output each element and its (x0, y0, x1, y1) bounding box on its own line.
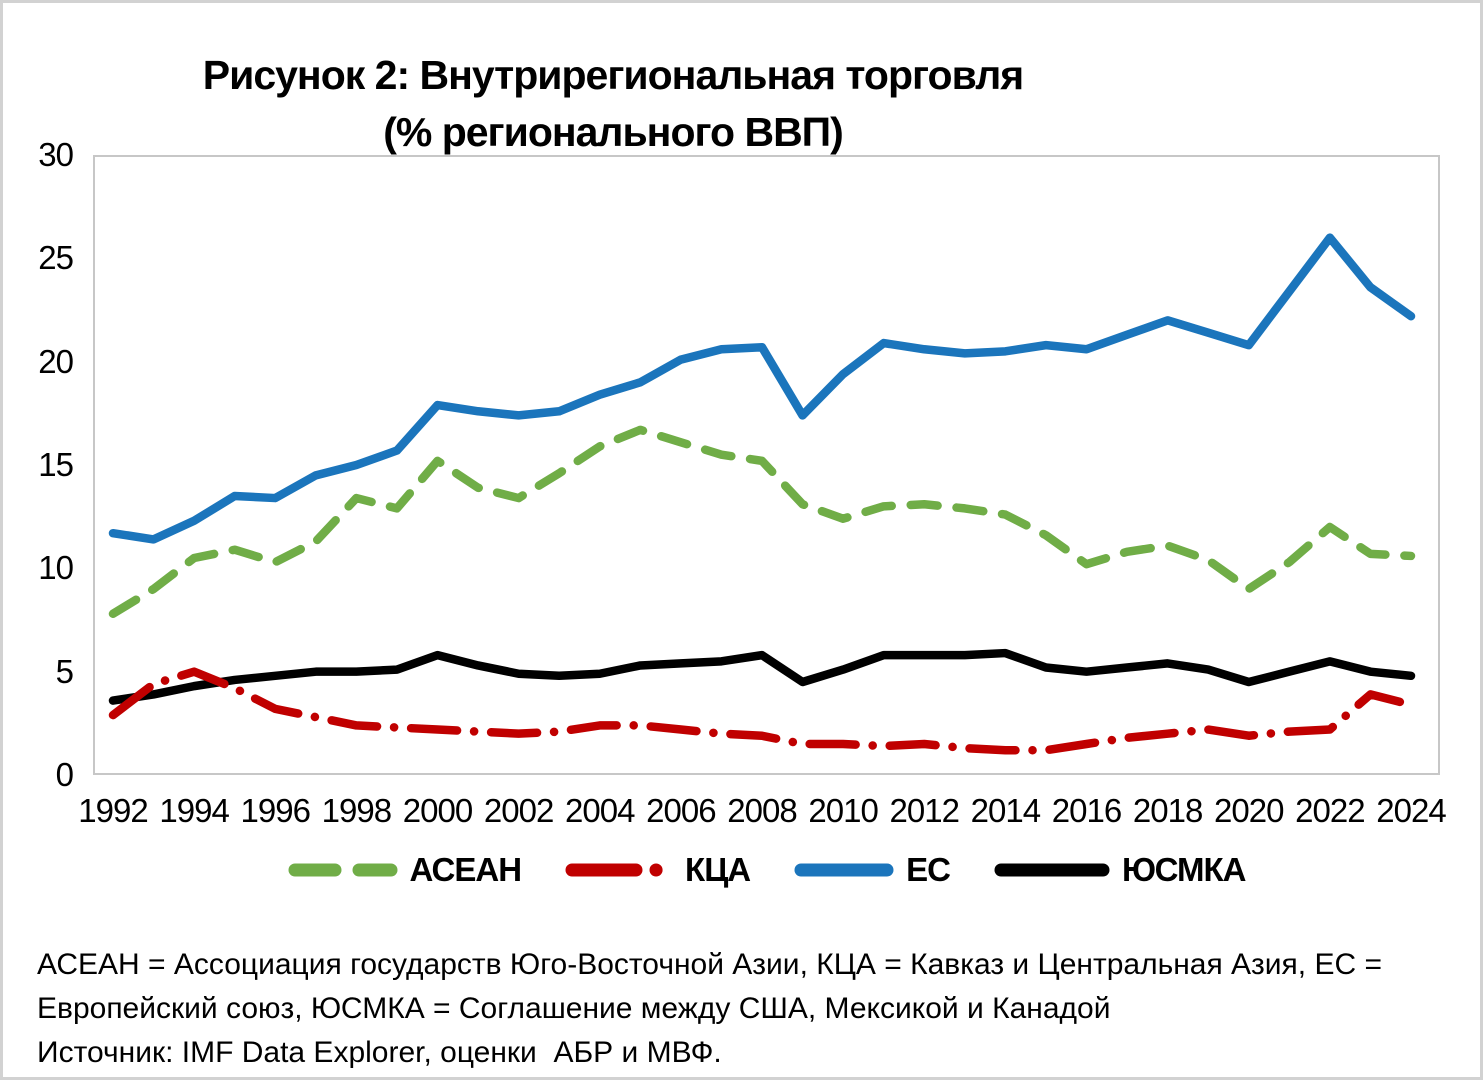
x-tick-label: 2000 (402, 792, 473, 829)
x-tick-label: 2006 (646, 792, 716, 829)
y-tick-label: 5 (55, 652, 74, 690)
legend-item-asean: АСЕАН (288, 851, 522, 889)
x-tick-label: 1996 (240, 792, 311, 829)
footnote-line2: Европейский союз, ЮСМКА = Соглашение меж… (37, 992, 1111, 1025)
y-tick-label: 15 (38, 446, 74, 483)
x-tick-label: 2008 (727, 792, 797, 829)
x-tick-label: 2016 (1051, 792, 1122, 829)
y-tick-label: 30 (38, 136, 74, 173)
series-line-КЦА (108, 667, 1416, 755)
x-tick-label: 2010 (808, 792, 878, 829)
asean-dashed-line-icon (288, 863, 398, 877)
series-line-АСЕАН (108, 425, 1416, 619)
footnote-source: Источник: IMF Data Explorer, оценки АБР … (37, 1036, 722, 1069)
chart-title: Рисунок 2: Внутрирегиональная торговля (… (3, 47, 1223, 161)
legend-label-usmca: ЮСМКА (1121, 851, 1246, 888)
x-tick-label: 2004 (565, 792, 635, 829)
x-tick-label: 2020 (1214, 792, 1284, 829)
x-tick-label: 2022 (1295, 792, 1365, 829)
x-tick-label: 2002 (483, 792, 554, 829)
y-tick-label: 20 (38, 342, 74, 380)
x-tick-label: 2014 (970, 792, 1041, 829)
legend-item-usmca: ЮСМКА (994, 851, 1246, 889)
legend-label-kca: КЦА (685, 851, 751, 888)
x-tick-label: 2018 (1132, 792, 1203, 829)
kca-dash-dot-line-icon (565, 863, 674, 877)
x-tick-label: 1998 (321, 792, 392, 829)
y-tick-label: 25 (38, 239, 74, 277)
footnote-line1: АСЕАН = Ассоциация государств Юго-Восточ… (37, 948, 1383, 981)
series-line-ЕС (108, 233, 1416, 544)
legend-label-ec: ЕС (906, 851, 951, 888)
legend-label-asean: АСЕАН (409, 851, 523, 888)
legend-item-ec: ЕС (794, 851, 951, 889)
x-tick-label: 1994 (159, 792, 229, 829)
y-tick-label: 10 (38, 549, 74, 587)
plot-svg (93, 155, 1440, 775)
x-tick-label: 2024 (1376, 792, 1446, 829)
plot-area (93, 155, 1440, 775)
chart-title-line2: (% регионального ВВП) (383, 109, 844, 155)
plot-frame (93, 155, 1440, 775)
chart-title-line1: Рисунок 2: Внутрирегиональная торговля (202, 52, 1024, 98)
x-tick-label: 1992 (78, 792, 148, 829)
series-line-ЮСМКА (108, 648, 1416, 705)
y-tick-label: 0 (55, 756, 74, 793)
legend-item-kca: КЦА (565, 851, 751, 889)
legend: АСЕАН КЦА ЕС ЮСМКА (93, 851, 1440, 889)
x-tick-label: 2012 (889, 792, 960, 829)
usmca-solid-line-icon (994, 863, 1110, 877)
footnotes: АСЕАН = Ассоциация государств Юго-Восточ… (37, 943, 1467, 1075)
ec-solid-line-icon (794, 863, 894, 877)
